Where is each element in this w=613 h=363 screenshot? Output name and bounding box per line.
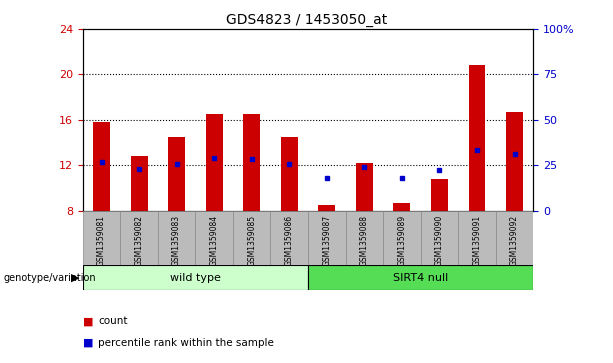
Bar xyxy=(206,114,223,211)
Bar xyxy=(168,137,185,211)
Bar xyxy=(196,211,233,265)
Bar xyxy=(83,211,120,265)
Bar xyxy=(458,211,496,265)
Text: GSM1359086: GSM1359086 xyxy=(285,215,294,266)
Bar xyxy=(243,114,260,211)
Text: percentile rank within the sample: percentile rank within the sample xyxy=(98,338,274,348)
Bar xyxy=(394,203,410,211)
Bar xyxy=(318,205,335,211)
Text: GSM1359089: GSM1359089 xyxy=(397,215,406,266)
Text: GSM1359084: GSM1359084 xyxy=(210,215,219,266)
Text: wild type: wild type xyxy=(170,273,221,283)
Bar xyxy=(496,211,533,265)
Bar xyxy=(356,163,373,211)
Text: GSM1359081: GSM1359081 xyxy=(97,215,106,266)
Text: GSM1359090: GSM1359090 xyxy=(435,215,444,266)
Bar xyxy=(346,211,383,265)
Text: GSM1359082: GSM1359082 xyxy=(135,215,143,266)
Bar xyxy=(120,211,158,265)
Bar xyxy=(308,211,346,265)
Bar xyxy=(83,265,308,290)
Text: GSM1359088: GSM1359088 xyxy=(360,215,369,266)
Bar xyxy=(281,137,298,211)
Text: ■: ■ xyxy=(83,338,93,348)
Text: GSM1359092: GSM1359092 xyxy=(510,215,519,266)
Text: genotype/variation: genotype/variation xyxy=(3,273,96,283)
Bar xyxy=(158,211,196,265)
Text: GSM1359091: GSM1359091 xyxy=(473,215,481,266)
Bar xyxy=(270,211,308,265)
Bar xyxy=(468,65,485,211)
Text: ▶: ▶ xyxy=(70,273,79,283)
Bar xyxy=(308,265,533,290)
Bar xyxy=(383,211,421,265)
Bar xyxy=(431,179,448,211)
Bar xyxy=(233,211,270,265)
Bar xyxy=(93,122,110,211)
Text: count: count xyxy=(98,316,128,326)
Bar xyxy=(506,112,523,211)
Text: SIRT4 null: SIRT4 null xyxy=(393,273,448,283)
Bar xyxy=(421,211,458,265)
Bar xyxy=(131,156,148,211)
Text: GSM1359083: GSM1359083 xyxy=(172,215,181,266)
Text: GSM1359085: GSM1359085 xyxy=(247,215,256,266)
Text: GSM1359087: GSM1359087 xyxy=(322,215,331,266)
Text: GDS4823 / 1453050_at: GDS4823 / 1453050_at xyxy=(226,13,387,27)
Text: ■: ■ xyxy=(83,316,93,326)
